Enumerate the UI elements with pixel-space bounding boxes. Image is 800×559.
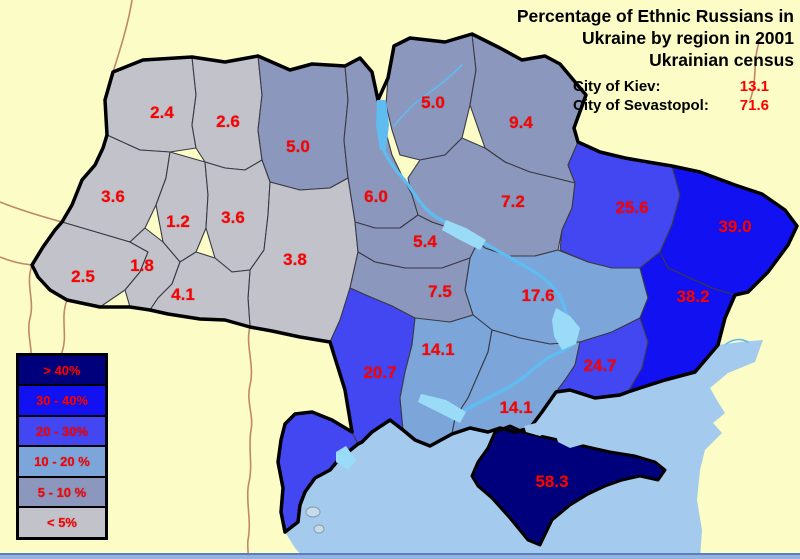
map-title-line: Ukrainian census (649, 50, 794, 70)
danube-delta-lake (305, 506, 321, 518)
region-value-label: 1.8 (130, 256, 154, 275)
legend-label: > 40% (43, 362, 81, 378)
region-value-label: 2.6 (216, 112, 240, 131)
region-value-label: 5.4 (413, 232, 437, 251)
region-value-label: 7.5 (428, 282, 452, 301)
kakhovka-reservoir (552, 308, 580, 350)
map-title-line: Ukraine by region in 2001 (581, 28, 794, 48)
legend-label: 20 - 30% (35, 423, 89, 439)
bottom-frame-line (0, 555, 800, 559)
region-shapes (31, 33, 798, 547)
region-value-label: 3.6 (221, 208, 245, 227)
legend-item: < 5% (18, 507, 106, 538)
region-value-label: 25.6 (615, 198, 649, 217)
region-value-label: 5.0 (421, 93, 445, 112)
region-value-label: 7.2 (501, 192, 525, 211)
legend-label: 5 - 10 % (37, 484, 87, 500)
region-value-label: 38.2 (676, 287, 710, 306)
city-stat-label: City of Kiev: (573, 78, 661, 95)
country-border (30, 32, 799, 534)
bottom-frame-line (0, 553, 800, 555)
region-value-label: 5.0 (286, 137, 310, 156)
region-value-label: 3.6 (101, 187, 125, 206)
region-value-label: 39.0 (718, 217, 752, 236)
region-value-label: 17.6 (521, 286, 555, 305)
region-value-label: 9.4 (509, 113, 533, 132)
dniester-liman (336, 446, 356, 470)
region-value-label: 2.4 (150, 103, 174, 122)
region-shape (257, 55, 349, 191)
legend-item: 10 - 20 % (18, 446, 106, 477)
legend-label: 30 - 40% (35, 393, 89, 409)
region-value-label: 24.7 (583, 356, 617, 375)
region-value-label: 6.0 (364, 187, 388, 206)
dnieper-estuary (418, 394, 466, 423)
map-title: Percentage of Ethnic Russians in Ukraine… (517, 5, 794, 71)
river-features (305, 64, 749, 534)
legend-item: > 40% (18, 355, 106, 386)
dnipro-river (381, 146, 578, 422)
region-value-label: 20.7 (363, 363, 397, 382)
region-value-label: 3.8 (283, 250, 307, 269)
legend-item: 20 - 30% (18, 415, 106, 447)
kyiv-reservoir (376, 100, 389, 150)
city-stat-row: City of Kiev: 13.1 (573, 77, 769, 96)
legend-label: < 5% (47, 515, 77, 531)
danube-delta-lake (313, 524, 325, 534)
city-stat-value: 71.6 (739, 97, 769, 114)
desna-river (393, 64, 463, 127)
syvash-lagoon (556, 436, 584, 448)
region-value-label: 14.1 (499, 398, 533, 417)
region-value-label: 4.1 (171, 285, 195, 304)
legend-label: 10 - 20 % (34, 454, 90, 470)
city-stat-value: 13.1 (739, 78, 769, 95)
region-value-label: 2.5 (71, 267, 95, 286)
syvash-lagoon (524, 422, 552, 436)
region-value-label: 14.1 (421, 340, 455, 359)
city-stats: City of Kiev: 13.1 City of Sevastopol: 7… (573, 77, 769, 115)
legend-item: 30 - 40% (18, 385, 106, 416)
kremenchuk-reservoir (442, 220, 486, 250)
region-value-label: 58.3 (535, 472, 569, 491)
region-value-label: 1.2 (166, 212, 190, 231)
don-river (725, 338, 749, 345)
map-legend: > 40% 30 - 40% 20 - 30% 10 - 20 % 5 - 10 % < … (16, 353, 108, 540)
city-stat-row: City of Sevastopol: 71.6 (573, 96, 769, 115)
city-stat-label: City of Sevastopol: (573, 97, 709, 114)
map-title-line: Percentage of Ethnic Russians in (516, 6, 794, 26)
legend-item: 5 - 10 % (18, 476, 106, 508)
